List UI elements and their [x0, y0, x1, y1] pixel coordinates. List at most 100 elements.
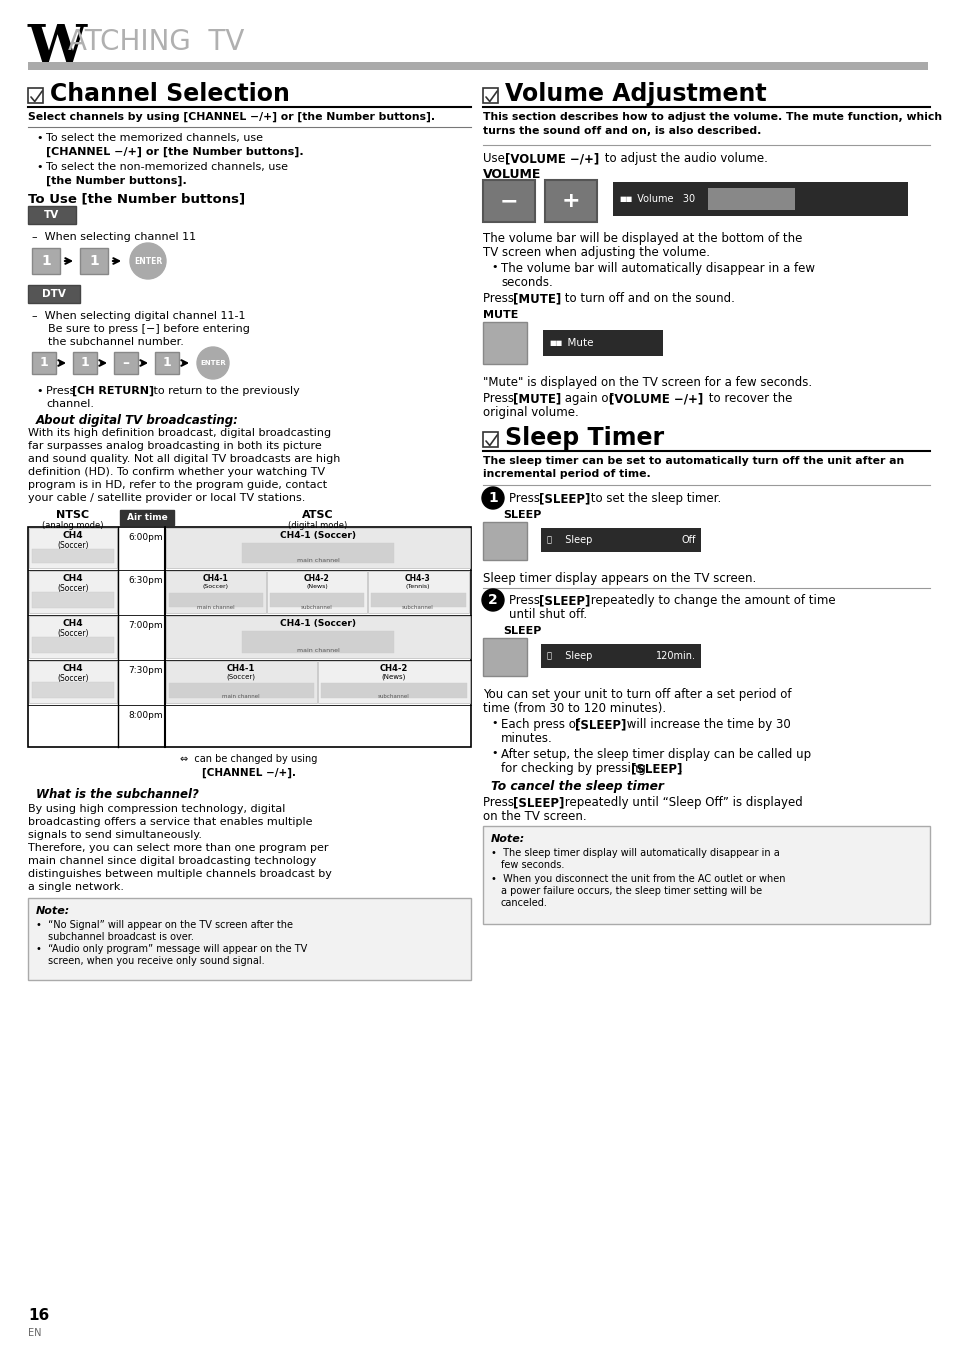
- Text: Off: Off: [680, 535, 696, 545]
- Bar: [120, 510, 173, 524]
- Text: Press: Press: [46, 386, 79, 396]
- Text: main channel: main channel: [197, 605, 234, 611]
- Text: main channel since digital broadcasting technology: main channel since digital broadcasting …: [28, 856, 316, 865]
- Text: MUTE: MUTE: [482, 310, 517, 319]
- Text: Therefore, you can select more than one program per: Therefore, you can select more than one …: [28, 842, 328, 853]
- Bar: [32, 352, 56, 373]
- Text: will increase the time by 30: will increase the time by 30: [622, 718, 790, 731]
- Text: screen, when you receive only sound signal.: screen, when you receive only sound sign…: [48, 956, 264, 967]
- Bar: [544, 181, 597, 222]
- Text: ■■: ■■: [618, 195, 632, 202]
- Circle shape: [196, 346, 229, 379]
- Text: Air time: Air time: [127, 514, 167, 522]
- Text: subchannel: subchannel: [301, 605, 333, 611]
- Bar: [32, 549, 113, 563]
- Text: Sleep: Sleep: [558, 651, 592, 661]
- Text: subchannel broadcast is over.: subchannel broadcast is over.: [48, 931, 193, 942]
- Text: CH4: CH4: [63, 619, 83, 628]
- Text: turns the sound off and on, is also described.: turns the sound off and on, is also desc…: [482, 125, 760, 136]
- Text: [SLEEP]: [SLEEP]: [538, 492, 590, 506]
- Bar: [28, 62, 927, 70]
- Text: NTSC: NTSC: [56, 510, 90, 520]
- Circle shape: [481, 589, 503, 611]
- Text: The volume bar will be displayed at the bottom of the: The volume bar will be displayed at the …: [482, 232, 801, 245]
- Text: Sleep: Sleep: [558, 535, 592, 545]
- Text: 1: 1: [40, 356, 49, 369]
- Bar: [482, 322, 526, 364]
- Text: (Soccer): (Soccer): [203, 584, 229, 589]
- Text: 1: 1: [81, 356, 90, 369]
- Text: [VOLUME −/+]: [VOLUME −/+]: [608, 392, 702, 404]
- Bar: [80, 248, 108, 274]
- Text: (Tennis): (Tennis): [405, 584, 430, 589]
- Bar: [242, 543, 394, 563]
- Text: [MUTE]: [MUTE]: [513, 293, 560, 305]
- Text: [the Number buttons].: [the Number buttons].: [46, 177, 187, 186]
- Text: 120min.: 120min.: [656, 651, 696, 661]
- Text: CH4-2: CH4-2: [379, 665, 408, 673]
- Text: Sleep timer display appears on the TV screen.: Sleep timer display appears on the TV sc…: [482, 572, 756, 585]
- Text: ENTER: ENTER: [133, 256, 162, 266]
- Text: Note:: Note:: [36, 906, 71, 917]
- Text: a power failure occurs, the sleep timer setting will be: a power failure occurs, the sleep timer …: [500, 886, 761, 896]
- Text: ATSC: ATSC: [302, 510, 334, 520]
- Text: •  The sleep timer display will automatically disappear in a: • The sleep timer display will automatic…: [491, 848, 779, 857]
- Text: 1: 1: [488, 491, 497, 506]
- Text: To select the memorized channels, use: To select the memorized channels, use: [46, 133, 263, 143]
- Text: CH4: CH4: [63, 531, 83, 541]
- Text: Use: Use: [482, 152, 508, 164]
- Bar: [28, 206, 76, 224]
- Bar: [482, 522, 526, 559]
- Bar: [28, 284, 80, 303]
- Text: subchannel: subchannel: [377, 694, 410, 700]
- Text: [MUTE]: [MUTE]: [513, 392, 560, 404]
- Text: on the TV screen.: on the TV screen.: [482, 810, 586, 824]
- Text: definition (HD). To confirm whether your watching TV: definition (HD). To confirm whether your…: [28, 466, 325, 477]
- Bar: [166, 661, 316, 704]
- Text: 2: 2: [488, 593, 497, 607]
- Text: seconds.: seconds.: [500, 276, 552, 288]
- Text: CH4-1 (Soccer): CH4-1 (Soccer): [280, 531, 355, 541]
- Text: [CHANNEL −/+] or [the Number buttons].: [CHANNEL −/+] or [the Number buttons].: [46, 147, 303, 158]
- Text: [CH RETURN]: [CH RETURN]: [71, 386, 154, 396]
- Text: (News): (News): [381, 674, 406, 681]
- Bar: [169, 593, 263, 607]
- Text: to return to the previously: to return to the previously: [150, 386, 299, 396]
- Text: With its high definition broadcast, digital broadcasting: With its high definition broadcast, digi…: [28, 429, 331, 438]
- Text: incremental period of time.: incremental period of time.: [482, 469, 650, 479]
- Text: •  When you disconnect the unit from the AC outlet or when: • When you disconnect the unit from the …: [491, 874, 784, 884]
- Text: 7:00pm: 7:00pm: [129, 621, 163, 630]
- Bar: [73, 352, 97, 373]
- Text: •  “Audio only program” message will appear on the TV: • “Audio only program” message will appe…: [36, 944, 307, 954]
- Text: .: .: [679, 762, 682, 775]
- Circle shape: [130, 243, 166, 279]
- Text: 16: 16: [28, 1308, 50, 1322]
- Bar: [32, 592, 113, 608]
- Text: Be sure to press [−] before entering: Be sure to press [−] before entering: [48, 324, 250, 334]
- Bar: [154, 352, 179, 373]
- Text: (digital mode): (digital mode): [288, 520, 347, 530]
- Text: 1: 1: [41, 253, 51, 268]
- Text: W: W: [28, 22, 87, 73]
- Bar: [482, 431, 497, 448]
- Text: Press: Press: [509, 492, 543, 506]
- Text: Press: Press: [482, 797, 517, 809]
- Bar: [32, 638, 113, 652]
- Text: Press: Press: [509, 594, 543, 607]
- Text: ⧖: ⧖: [546, 651, 552, 661]
- Bar: [29, 528, 117, 568]
- Text: Press: Press: [482, 392, 517, 404]
- Text: •  “No Signal” will appear on the TV screen after the: • “No Signal” will appear on the TV scre…: [36, 919, 293, 930]
- Text: ⧖: ⧖: [546, 535, 552, 545]
- Text: To cancel the sleep timer: To cancel the sleep timer: [491, 780, 663, 793]
- Text: [SLEEP]: [SLEEP]: [630, 762, 681, 775]
- Bar: [29, 661, 117, 704]
- Text: to recover the: to recover the: [704, 392, 792, 404]
- Text: ENTER: ENTER: [200, 360, 226, 367]
- Text: This section describes how to adjust the volume. The mute function, which: This section describes how to adjust the…: [482, 112, 942, 123]
- Text: main channel: main channel: [296, 648, 339, 652]
- Text: –  When selecting channel 11: – When selecting channel 11: [32, 232, 196, 243]
- Text: What is the subchannel?: What is the subchannel?: [36, 789, 198, 801]
- Text: DTV: DTV: [42, 288, 66, 299]
- Text: far surpasses analog broadcasting in both its picture: far surpasses analog broadcasting in bot…: [28, 441, 321, 452]
